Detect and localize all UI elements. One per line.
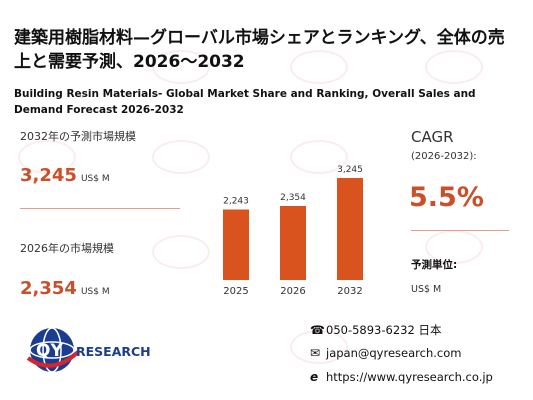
divider-right bbox=[411, 230, 509, 231]
forecast-size-value: 3,245 US$ M bbox=[20, 165, 110, 186]
website-text[interactable]: https://www.qyresearch.co.jp bbox=[326, 370, 493, 384]
current-value-unit: US$ M bbox=[80, 287, 110, 297]
bar-2032 bbox=[337, 178, 363, 280]
value-label-2025: 2,243 bbox=[223, 196, 249, 206]
category-label-2026: 2026 bbox=[280, 286, 305, 297]
divider-left bbox=[20, 208, 180, 209]
watermark-mark bbox=[152, 50, 210, 84]
cagr-value: 5.5% bbox=[409, 182, 484, 213]
contact-email[interactable]: ✉ japan@qyresearch.com bbox=[310, 346, 461, 360]
watermark-mark bbox=[152, 235, 210, 269]
watermark-mark bbox=[425, 50, 483, 84]
value-label-2026: 2,354 bbox=[280, 193, 306, 203]
current-value-number: 2,354 bbox=[20, 278, 77, 299]
forecast-value-number: 3,245 bbox=[20, 165, 77, 186]
cagr-period: (2026-2032): bbox=[411, 151, 477, 162]
unit-label: 予測単位: bbox=[411, 259, 458, 271]
bar-chart: 2,243 2025 2,354 2026 3,245 2032 bbox=[223, 165, 363, 297]
forecast-size-label: 2032年の予測市場規模 bbox=[20, 130, 136, 143]
current-size-label: 2026年の市場規模 bbox=[20, 242, 114, 255]
category-label-2032: 2032 bbox=[337, 286, 362, 297]
browser-icon: e bbox=[310, 370, 319, 384]
unit-value: US$ M bbox=[411, 284, 442, 295]
watermark-mark bbox=[290, 50, 348, 84]
watermark-mark bbox=[290, 140, 348, 174]
watermark-mark bbox=[152, 140, 210, 174]
mail-icon: ✉ bbox=[310, 346, 321, 360]
page-subtitle: Building Resin Materials- Global Market … bbox=[14, 88, 476, 116]
watermark-mark bbox=[290, 330, 348, 364]
page-title: 建築用樹脂材料—グローバル市場シェアとランキング、全体の売上と需要予測、2026… bbox=[14, 28, 505, 72]
logo-research: RESEARCH bbox=[76, 344, 150, 359]
contact-phone: ☎050-5893-6232 日本 bbox=[310, 322, 441, 338]
phone-text: 050-5893-6232 日本 bbox=[326, 323, 442, 337]
logo-globe-icon: QY RESEARCH bbox=[26, 327, 151, 373]
watermark-mark bbox=[425, 230, 483, 264]
value-label-2032: 3,245 bbox=[337, 165, 363, 175]
forecast-value-unit: US$ M bbox=[80, 174, 110, 184]
category-label-2025: 2025 bbox=[223, 286, 248, 297]
bar-2025 bbox=[223, 209, 249, 280]
current-size-value: 2,354 US$ M bbox=[20, 278, 110, 299]
bar-2026 bbox=[280, 206, 306, 280]
watermark-mark bbox=[18, 140, 76, 174]
email-text[interactable]: japan@qyresearch.com bbox=[326, 346, 462, 360]
phone-icon: ☎ bbox=[310, 323, 325, 337]
contact-website[interactable]: e https://www.qyresearch.co.jp bbox=[310, 370, 493, 384]
logo-q: QY bbox=[36, 341, 63, 361]
qyresearch-logo: QY RESEARCH bbox=[20, 320, 151, 380]
cagr-label: CAGR bbox=[411, 128, 454, 146]
